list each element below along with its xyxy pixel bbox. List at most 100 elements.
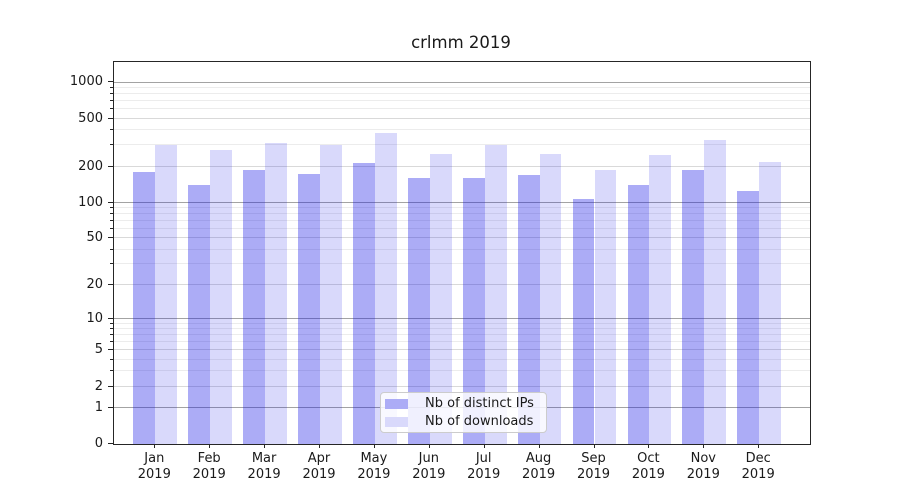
y-gridline — [114, 317, 810, 319]
y-minor-tick — [110, 144, 113, 146]
y-gridline — [114, 219, 810, 221]
legend-swatch-downloads — [385, 416, 408, 427]
legend-item-distinct-ips: Nb of distinct IPs — [385, 395, 540, 411]
y-tick — [108, 81, 113, 83]
y-minor-tick — [110, 100, 113, 102]
x-tick-label: May 2019 — [357, 451, 391, 482]
bar-downloads — [155, 145, 178, 444]
bar-downloads — [594, 170, 617, 444]
bar-distinct-ips — [682, 170, 705, 444]
x-tick — [648, 444, 650, 448]
bar-downloads — [759, 161, 782, 444]
y-minor-tick — [110, 93, 113, 95]
bar-distinct-ips — [133, 172, 156, 444]
bar-distinct-ips — [243, 169, 266, 444]
y-gridline — [114, 227, 810, 229]
y-gridline — [114, 108, 810, 110]
y-gridline — [114, 93, 810, 95]
y-gridline — [114, 349, 810, 351]
y-tick — [108, 406, 113, 408]
y-tick — [108, 317, 113, 319]
x-tick-label: Sep 2019 — [576, 451, 611, 482]
x-tick-label: Oct 2019 — [631, 451, 665, 482]
y-minor-tick — [110, 213, 113, 215]
y-minor-tick — [110, 341, 113, 343]
y-minor-tick — [110, 358, 113, 360]
y-gridline — [114, 237, 810, 239]
y-tick-label: 20 — [86, 276, 103, 292]
x-tick — [264, 444, 266, 448]
y-tick-label: 0 — [94, 436, 103, 451]
bar-distinct-ips — [737, 190, 760, 444]
x-tick-label: Nov 2019 — [686, 451, 720, 482]
bar-downloads — [484, 145, 507, 444]
y-tick-label: 50 — [86, 230, 103, 246]
y-minor-tick — [110, 328, 113, 330]
x-tick-label: Jan 2019 — [137, 451, 171, 482]
x-tick-label: Jul 2019 — [467, 451, 501, 482]
x-tick-label: Feb 2019 — [192, 451, 226, 482]
bar-downloads — [320, 144, 342, 444]
y-gridline — [114, 100, 810, 102]
bar-downloads — [265, 143, 287, 444]
y-gridline — [114, 201, 810, 203]
y-gridline — [114, 328, 810, 330]
y-minor-tick — [110, 248, 113, 250]
legend-label-distinct-ips: Nb of distinct IPs — [425, 395, 534, 411]
bar-distinct-ips — [188, 185, 211, 444]
y-gridline — [114, 263, 810, 265]
y-gridline — [114, 341, 810, 343]
y-tick-label: 5 — [94, 342, 103, 358]
x-tick — [154, 444, 156, 448]
y-minor-tick — [110, 349, 113, 351]
legend-item-downloads: Nb of downloads — [385, 413, 540, 429]
y-gridline — [114, 248, 810, 250]
x-tick — [758, 444, 760, 448]
y-gridline — [114, 117, 810, 119]
y-minor-tick — [110, 129, 113, 131]
x-tick-label: Dec 2019 — [741, 451, 775, 482]
bar-distinct-ips — [298, 173, 320, 444]
y-minor-tick — [110, 117, 113, 119]
bar-distinct-ips — [407, 178, 430, 444]
bar-distinct-ips — [572, 198, 595, 444]
bar-distinct-ips — [353, 162, 375, 444]
y-gridline — [114, 206, 810, 208]
y-tick-label: 200 — [78, 158, 103, 174]
bar-distinct-ips — [627, 185, 650, 444]
x-tick — [593, 444, 595, 448]
y-gridline — [114, 283, 810, 285]
y-gridline — [114, 165, 810, 167]
bar-downloads — [374, 132, 397, 444]
y-minor-tick — [110, 165, 113, 167]
y-tick-label: 1000 — [69, 74, 103, 90]
x-tick-label: Aug 2019 — [522, 451, 556, 482]
legend: Nb of distinct IPs Nb of downloads — [380, 392, 547, 433]
y-gridline — [114, 144, 810, 146]
x-tick — [538, 444, 540, 448]
y-tick — [108, 201, 113, 203]
y-gridline — [114, 385, 810, 387]
y-minor-tick — [110, 206, 113, 208]
x-tick — [209, 444, 211, 448]
y-gridline — [114, 81, 810, 83]
y-minor-tick — [110, 322, 113, 324]
x-tick — [373, 444, 375, 448]
y-tick-label: 10 — [86, 310, 103, 326]
y-tick-label: 100 — [78, 194, 103, 210]
bar-downloads — [649, 154, 672, 444]
y-gridline — [114, 129, 810, 131]
plot-area — [113, 61, 811, 445]
x-tick — [703, 444, 705, 448]
y-minor-tick — [110, 263, 113, 265]
y-minor-tick — [110, 370, 113, 372]
x-tick-label: Apr 2019 — [302, 451, 336, 482]
legend-label-downloads: Nb of downloads — [425, 413, 534, 429]
x-tick — [428, 444, 430, 448]
bar-distinct-ips — [517, 174, 540, 444]
x-tick — [483, 444, 485, 448]
y-gridline — [114, 322, 810, 324]
chart-title: crlmm 2019 — [411, 33, 511, 52]
x-tick — [319, 444, 320, 448]
